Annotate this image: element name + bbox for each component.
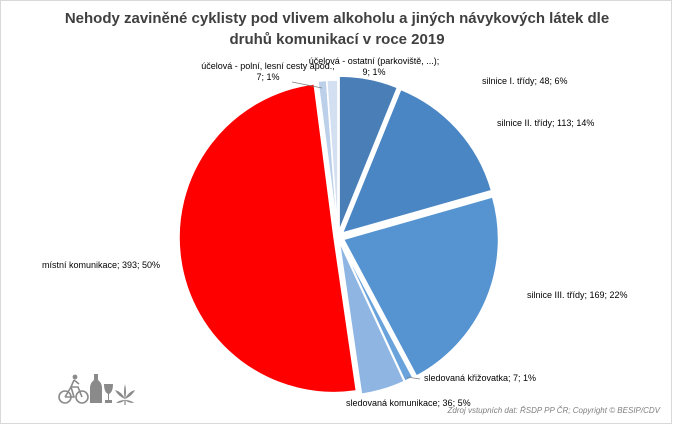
- slice-label-6: místní komunikace; 393; 50%: [42, 260, 160, 270]
- pie-slice-6: [178, 82, 358, 394]
- slice-label-4: sledovaná křižovatka; 7; 1%: [424, 373, 536, 383]
- pie-slices: [178, 75, 500, 396]
- pie-slice-2: [341, 88, 493, 235]
- bottle-glass-icon: [90, 374, 113, 403]
- cyclist-icon: [58, 374, 89, 404]
- slice-label-1: silnice I. třídy; 48; 6%: [482, 76, 568, 86]
- slice-label-5: sledovaná komunikace; 36; 5%: [346, 398, 471, 408]
- slice-labels: silnice I. třídy; 48; 6% silnice II. tříd…: [42, 56, 628, 408]
- chart-title: Nehody zaviněné cyklisty pod vlivem alko…: [64, 10, 610, 48]
- leader-line-4: [406, 376, 421, 380]
- logo-icons: [58, 374, 135, 405]
- slice-label-3: silnice III. třídy; 169; 22%: [527, 290, 628, 300]
- source-note: Zdroj vstupních dat: ŘSDP PP ČR; Copyrig…: [447, 406, 661, 415]
- cannabis-leaf-icon: [115, 384, 135, 405]
- leader-lines: [291, 81, 421, 380]
- leader-line-7: [291, 81, 323, 89]
- pie-slice-8: [325, 79, 339, 236]
- slice-label-8: účelová - ostatní (parkoviště, ...); 9; 1…: [309, 56, 440, 77]
- slice-label-7: účelová - polní, lesní cesty apod.; 7; 1%: [201, 61, 335, 82]
- pie-slice-3: [342, 196, 500, 378]
- pie-slice-5: [338, 240, 406, 396]
- slice-label-2: silnice II. třídy; 113; 14%: [497, 118, 594, 128]
- pie-slice-1: [338, 75, 399, 232]
